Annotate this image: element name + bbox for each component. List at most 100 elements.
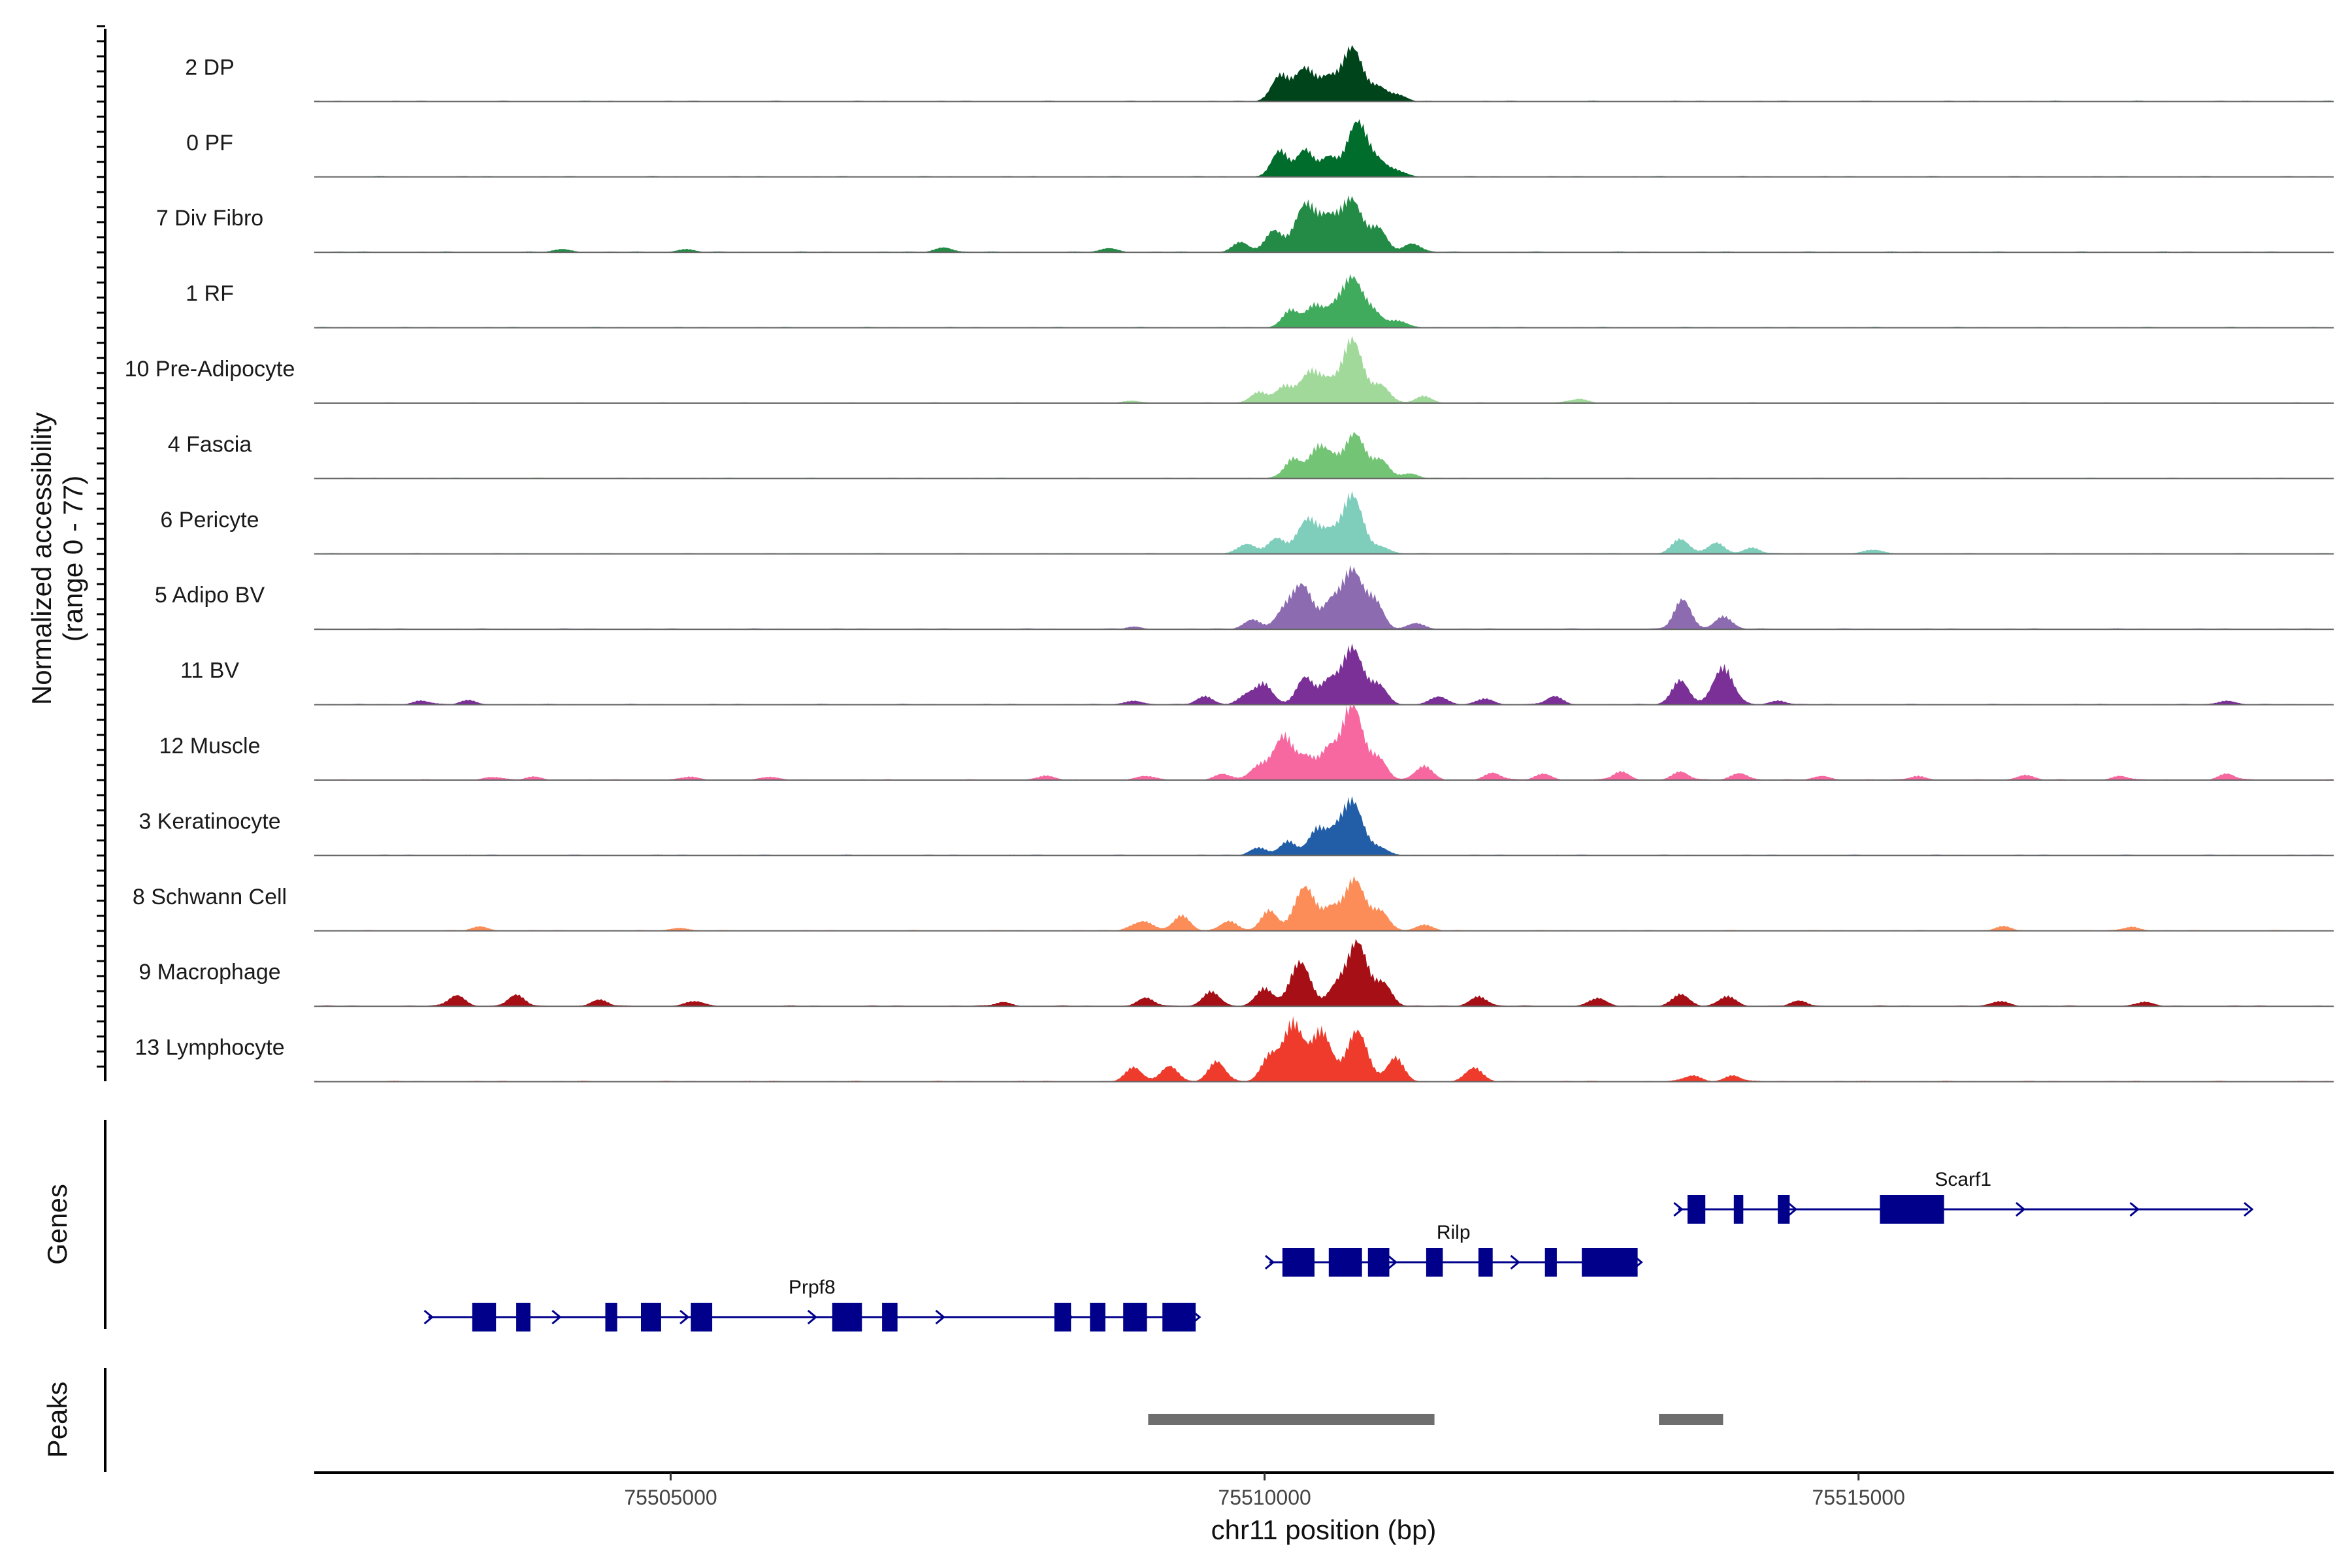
- coverage-area-6-pericyte: [314, 491, 2334, 554]
- track-0-pf: 0 PF: [186, 119, 2334, 178]
- track-9-macrophage: 9 Macrophage: [139, 939, 2334, 1007]
- track-label: 13 Lymphocyte: [135, 1036, 284, 1060]
- gene-exon: [1478, 1248, 1493, 1277]
- accessibility-axis: [97, 25, 106, 1081]
- strand-arrow: [1510, 1254, 1520, 1270]
- peak-regions: [1148, 1414, 1723, 1425]
- gene-prpf8: Prpf8: [423, 1277, 1201, 1331]
- y-axis-title-line1: Normalized accessibility: [26, 412, 57, 705]
- peak-bar: [1148, 1414, 1435, 1425]
- gene-exon: [1328, 1248, 1362, 1277]
- track-1-rf: 1 RF: [186, 274, 2334, 329]
- coverage-area-13-lymphocyte: [314, 1016, 2334, 1082]
- track-2-dp: 2 DP: [185, 44, 2334, 103]
- gene-exon: [882, 1303, 898, 1331]
- coverage-area-3-keratinocyte: [314, 796, 2334, 856]
- gene-exon: [516, 1303, 531, 1331]
- track-7-div-fibro: 7 Div Fibro: [156, 195, 2334, 253]
- track-label: 5 Adipo BV: [155, 583, 265, 608]
- track-label: 8 Schwann Cell: [133, 885, 287, 909]
- gene-scarf1: Scarf1: [1673, 1169, 2254, 1224]
- gene-rilp: Rilp: [1264, 1222, 1643, 1277]
- track-13-lymphocyte: 13 Lymphocyte: [135, 1016, 2334, 1083]
- coverage-area-8-schwann-cell: [314, 875, 2334, 931]
- position-axis-ticks: 75505000 75510000 75515000: [624, 1473, 1905, 1509]
- gene-label: Scarf1: [1935, 1169, 1991, 1190]
- track-label: 1 RF: [186, 282, 234, 306]
- gene-exon: [641, 1303, 661, 1331]
- strand-arrow: [679, 1309, 690, 1325]
- strand-arrow: [1387, 1254, 1398, 1270]
- gene-exon: [1733, 1195, 1744, 1224]
- gene-exon: [1544, 1248, 1557, 1277]
- gene-exon: [1090, 1303, 1105, 1331]
- track-12-muscle: 12 Muscle: [159, 704, 2334, 781]
- gene-models: Prpf8 Rilp Scarf1: [423, 1169, 2254, 1331]
- track-label: 2 DP: [185, 55, 235, 80]
- gene-exon: [1426, 1248, 1443, 1277]
- peak-bar: [1659, 1414, 1723, 1425]
- coverage-area-1-rf: [314, 274, 2334, 328]
- track-3-keratinocyte: 3 Keratinocyte: [139, 796, 2334, 857]
- gene-exon: [1054, 1303, 1071, 1331]
- track-11-bv: 11 BV: [180, 643, 2334, 706]
- coverage-area-4-fascia: [314, 431, 2334, 479]
- gene-exon: [605, 1303, 617, 1331]
- strand-arrow: [423, 1309, 434, 1325]
- gene-exon: [472, 1303, 497, 1331]
- y-axis-title-line2: (range 0 - 77): [57, 476, 88, 642]
- gene-exon: [1162, 1303, 1196, 1331]
- track-label: 0 PF: [186, 131, 233, 155]
- strand-arrow: [1787, 1201, 1798, 1217]
- strand-arrow: [2129, 1201, 2140, 1217]
- track-6-pericyte: 6 Pericyte: [160, 491, 2334, 555]
- strand-arrow: [1673, 1201, 1684, 1217]
- track-label: 12 Muscle: [159, 734, 261, 759]
- track-4-fascia: 4 Fascia: [168, 431, 2334, 480]
- track-label: 7 Div Fibro: [156, 206, 263, 231]
- track-label: 4 Fascia: [168, 432, 252, 457]
- x-tick-label: 75515000: [1812, 1486, 1905, 1509]
- coverage-area-0-pf: [314, 119, 2334, 177]
- gene-exon: [1582, 1248, 1638, 1277]
- x-tick-label: 75505000: [624, 1486, 717, 1509]
- strand-arrow: [807, 1309, 818, 1325]
- gene-label: Rilp: [1437, 1222, 1471, 1243]
- gene-label: Prpf8: [789, 1277, 836, 1298]
- strand-arrow: [935, 1309, 945, 1325]
- gene-exon: [1282, 1248, 1315, 1277]
- gene-exon: [1880, 1195, 1944, 1224]
- gene-exon: [1367, 1248, 1390, 1277]
- strand-arrow: [551, 1309, 562, 1325]
- track-5-adipo-bv: 5 Adipo BV: [155, 564, 2334, 630]
- coverage-area-2-dp: [314, 44, 2334, 102]
- track-10-pre-adipocyte: 10 Pre-Adipocyte: [125, 335, 2334, 404]
- track-label: 6 Pericyte: [160, 508, 259, 532]
- gene-exon: [1687, 1195, 1706, 1224]
- gene-exon: [691, 1303, 713, 1331]
- coverage-area-11-bv: [314, 643, 2334, 705]
- x-tick-label: 75510000: [1218, 1486, 1311, 1509]
- track-label: 3 Keratinocyte: [139, 809, 280, 834]
- strand-arrow: [1264, 1254, 1275, 1270]
- coverage-tracks: 2 DP 0 PF 7 Div Fibro 1 RF 10 Pre-Adipocyte 4…: [125, 44, 2334, 1083]
- accessibility-axis-ticks: [97, 25, 105, 1068]
- coverage-area-9-macrophage: [314, 939, 2334, 1007]
- track-8-schwann-cell: 8 Schwann Cell: [133, 875, 2334, 932]
- peaks-panel-label: Peaks: [42, 1382, 73, 1458]
- gene-exon: [832, 1303, 862, 1331]
- x-axis-title: chr11 position (bp): [1211, 1514, 1437, 1545]
- coverage-area-7-div-fibro: [314, 195, 2334, 253]
- genes-panel-label: Genes: [42, 1184, 73, 1265]
- track-label: 11 BV: [180, 659, 239, 683]
- coverage-area-12-muscle: [314, 704, 2334, 780]
- track-label: 10 Pre-Adipocyte: [125, 357, 295, 382]
- gene-exon: [1123, 1303, 1147, 1331]
- coverage-area-5-adipo-bv: [314, 564, 2334, 630]
- gene-exon: [1778, 1195, 1790, 1224]
- coverage-area-10-pre-adipocyte: [314, 335, 2334, 403]
- strand-arrow: [2016, 1201, 2026, 1217]
- strand-arrow: [2244, 1201, 2254, 1217]
- track-label: 9 Macrophage: [139, 960, 280, 985]
